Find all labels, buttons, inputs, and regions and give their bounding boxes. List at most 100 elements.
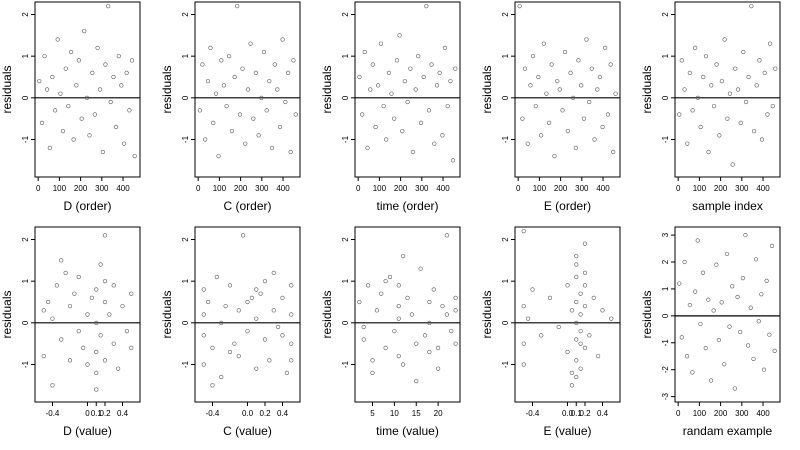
data-point [374,308,379,313]
data-point [210,345,215,350]
y-axis-label: residuals [480,290,494,338]
data-point [368,87,373,92]
data-point [557,87,562,92]
data-point [102,233,108,238]
data-point [589,66,594,71]
data-point [746,74,751,80]
y-tick-label: 2 [341,237,350,242]
data-point [679,335,684,340]
data-point [232,74,237,80]
data-point [379,291,384,296]
data-point [591,295,596,300]
data-point [361,337,366,342]
data-point [59,337,64,342]
data-point [708,378,714,383]
y-axis-label: residuals [320,65,334,113]
data-point [111,283,116,288]
y-tick-label: -3 [661,393,670,401]
y-tick-label: 0 [21,95,30,100]
x-tick-label: 0.2 [579,409,591,418]
data-point [440,133,445,138]
data-point [68,49,74,55]
data-point [121,141,127,146]
data-point [682,87,687,92]
data-point [201,333,206,338]
data-point [392,329,397,334]
data-point [366,283,371,288]
data-point [743,232,748,238]
data-point [578,312,583,317]
data-point [574,358,579,363]
y-axis-label: residuals [0,65,14,113]
data-point [578,366,583,371]
data-point [444,233,449,238]
data-point [714,62,719,67]
data-point [280,333,285,338]
data-point [267,358,272,363]
data-point [436,366,441,371]
y-tick-label: 0 [181,95,190,100]
x-axis-label: E (value) [543,424,591,438]
x-axis-label: randam example [683,424,773,438]
data-point [378,41,383,46]
data-point [102,279,108,284]
data-point [55,37,60,42]
y-axis-label: residuals [320,290,334,338]
data-point [582,270,588,275]
data-point [401,362,406,367]
data-point [429,62,434,67]
data-point [714,262,719,267]
data-point [277,124,283,130]
x-tick-label: 300 [95,184,109,193]
data-point [261,49,267,55]
data-point [576,58,581,63]
data-point [437,70,442,75]
x-tick-label: 0.1 [571,409,583,418]
data-point [521,341,526,346]
x-tick-label: 0.2 [259,409,271,418]
y-tick-label: 2 [21,237,30,242]
data-point [693,289,698,294]
y-tick-label: 1 [341,278,350,283]
data-point [700,270,706,275]
data-point [453,308,458,313]
data-point [119,83,124,88]
data-point [541,41,546,46]
data-point [39,120,45,125]
data-point [732,386,737,391]
data-point [103,62,108,67]
scatter-panel-7: -0.4 0.0 0.2 0.4 -1 0 1 2 C (value) residuals [160,226,301,438]
scatter-panel-10: 0 100 200 300 400 -3 -2 -1 0 1 2 3 randam example res… [640,226,781,438]
data-point [761,367,767,372]
data-point [392,116,397,121]
data-point [609,316,614,321]
data-point [254,366,259,371]
data-point [289,341,294,346]
data-point [765,112,770,117]
data-point [74,83,79,88]
data-point [440,304,445,309]
data-point [286,70,291,75]
data-point [448,79,453,84]
data-point [60,129,66,134]
data-point [431,287,436,292]
x-tick-label: 200 [714,184,728,193]
y-tick-label: 0 [501,95,510,100]
data-point [414,341,419,346]
data-point [772,348,777,353]
data-point [383,345,388,350]
data-point [727,324,732,329]
data-point [733,66,738,71]
data-point [205,79,211,84]
y-tick-label: -1 [341,135,350,143]
data-point [695,238,700,243]
data-point [565,129,570,134]
data-point [102,299,108,305]
data-point [544,91,549,96]
x-tick-label: 0 [85,409,90,418]
data-point [92,112,97,117]
data-point [725,116,730,121]
data-point [53,108,58,113]
data-point [58,91,63,96]
data-point [370,358,375,363]
